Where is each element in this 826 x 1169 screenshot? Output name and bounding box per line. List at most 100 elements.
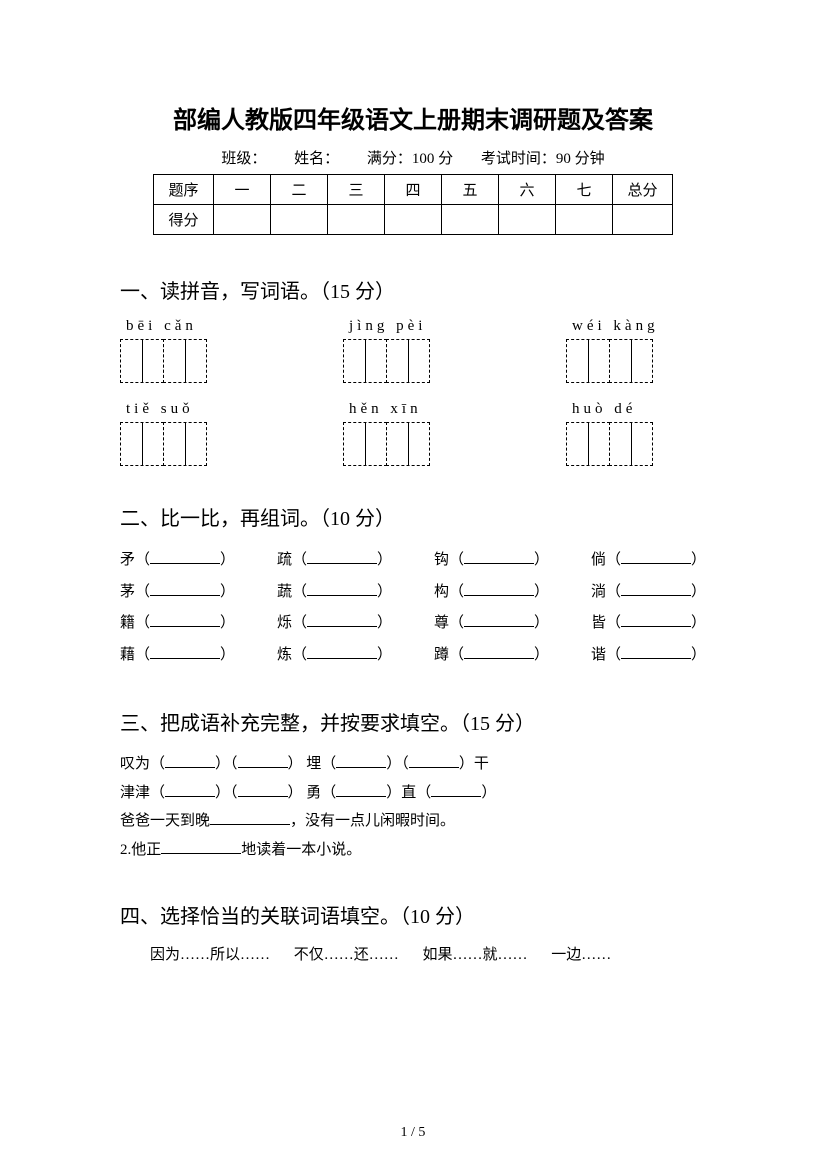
char: 尊 xyxy=(434,615,449,631)
pinyin-block: wéi kàng xyxy=(566,318,706,383)
pinyin-block: tiě suǒ xyxy=(120,401,260,466)
tianzi-box[interactable] xyxy=(343,339,387,383)
tianzi-box[interactable] xyxy=(163,339,207,383)
score-cell[interactable] xyxy=(328,205,385,235)
fill-blank[interactable] xyxy=(621,549,691,564)
char: 钩 xyxy=(434,552,449,568)
score-label: 得分 xyxy=(154,205,214,235)
compare-row: 矛（） 疏（） 钩（） 倘（） xyxy=(120,545,706,577)
col-2: 二 xyxy=(271,175,328,205)
pinyin-block: hěn xīn xyxy=(343,401,483,466)
fill-blank[interactable] xyxy=(307,644,377,659)
char: 蔬 xyxy=(277,584,292,600)
text: ，没有一点儿闲暇时间。 xyxy=(290,813,455,829)
pinyin-label: hěn xīn xyxy=(343,401,483,418)
fill-blank[interactable] xyxy=(165,753,215,768)
text: ） 埋（ xyxy=(288,756,337,772)
name-label: 姓名： xyxy=(294,151,339,167)
fill-blank[interactable] xyxy=(238,782,288,797)
score-cell[interactable] xyxy=(214,205,271,235)
fill-blank[interactable] xyxy=(336,753,386,768)
text: ）直（ xyxy=(386,785,431,801)
fullmark-label: 满分：100 分 xyxy=(367,151,453,167)
char: 倘 xyxy=(591,552,606,568)
fill-blank[interactable] xyxy=(307,581,377,596)
text: 津津（ xyxy=(120,785,165,801)
fill-blank[interactable] xyxy=(238,753,288,768)
fill-blank[interactable] xyxy=(150,549,220,564)
text: 2.他正 xyxy=(120,842,161,858)
pinyin-label: tiě suǒ xyxy=(120,401,260,418)
fill-blank[interactable] xyxy=(165,782,215,797)
section2-heading: 二、比一比，再组词。（10 分） xyxy=(120,502,706,531)
option: 因为……所以…… xyxy=(150,947,270,963)
text: ）（ xyxy=(215,756,238,772)
char: 矛 xyxy=(120,552,135,568)
fill-blank[interactable] xyxy=(210,810,290,825)
fill-blank[interactable] xyxy=(150,581,220,596)
idiom-line: 叹为（）（） 埋（）（）干 xyxy=(120,750,706,779)
fill-blank[interactable] xyxy=(431,782,481,797)
col-1: 一 xyxy=(214,175,271,205)
tianzi-box[interactable] xyxy=(163,422,207,466)
pinyin-block: jìng pèi xyxy=(343,318,483,383)
section4-heading: 四、选择恰当的关联词语填空。（10 分） xyxy=(120,900,706,929)
tianzi-box[interactable] xyxy=(609,422,653,466)
fill-blank[interactable] xyxy=(150,644,220,659)
tianzi-box[interactable] xyxy=(566,422,610,466)
fill-blank[interactable] xyxy=(621,581,691,596)
class-label: 班级： xyxy=(221,151,266,167)
score-cell[interactable] xyxy=(385,205,442,235)
char: 皆 xyxy=(591,615,606,631)
text: ）（ xyxy=(386,756,409,772)
char: 烁 xyxy=(277,615,292,631)
text: ）干 xyxy=(459,756,489,772)
pinyin-label: huò dé xyxy=(566,401,706,418)
pinyin-label: jìng pèi xyxy=(343,318,483,335)
fill-blank[interactable] xyxy=(161,839,241,854)
tianzi-box[interactable] xyxy=(120,339,164,383)
score-cell[interactable] xyxy=(271,205,328,235)
char: 藉 xyxy=(120,647,135,663)
score-cell[interactable] xyxy=(613,205,673,235)
score-cell[interactable] xyxy=(442,205,499,235)
text: ） xyxy=(481,785,496,801)
text: ）（ xyxy=(215,785,238,801)
fill-blank[interactable] xyxy=(464,612,534,627)
fill-blank[interactable] xyxy=(621,644,691,659)
score-cell[interactable] xyxy=(499,205,556,235)
tianzi-box[interactable] xyxy=(609,339,653,383)
fill-blank[interactable] xyxy=(336,782,386,797)
idiom-line: 爸爸一天到晚，没有一点儿闲暇时间。 xyxy=(120,807,706,836)
compare-row: 籍（） 烁（） 尊（） 皆（） xyxy=(120,608,706,640)
pinyin-label: bēi cǎn xyxy=(120,318,260,335)
tianzi-box[interactable] xyxy=(343,422,387,466)
tianzi-box[interactable] xyxy=(566,339,610,383)
char: 籍 xyxy=(120,615,135,631)
fill-blank[interactable] xyxy=(621,612,691,627)
fill-blank[interactable] xyxy=(409,753,459,768)
option: 如果……就…… xyxy=(423,947,528,963)
pinyin-row-1: bēi cǎn jìng pèi wéi kàng xyxy=(120,318,706,383)
fill-blank[interactable] xyxy=(464,581,534,596)
idiom-line: 2.他正地读着一本小说。 xyxy=(120,836,706,865)
tianzi-box[interactable] xyxy=(386,422,430,466)
fill-blank[interactable] xyxy=(464,644,534,659)
fill-blank[interactable] xyxy=(150,612,220,627)
fill-blank[interactable] xyxy=(307,612,377,627)
pinyin-block: bēi cǎn xyxy=(120,318,260,383)
pinyin-block: huò dé xyxy=(566,401,706,466)
fill-blank[interactable] xyxy=(464,549,534,564)
idiom-block: 叹为（）（） 埋（）（）干 津津（）（） 勇（）直（） 爸爸一天到晚，没有一点儿… xyxy=(120,750,706,864)
pinyin-label: wéi kàng xyxy=(566,318,706,335)
char: 茅 xyxy=(120,584,135,600)
option: 不仅……还…… xyxy=(294,947,399,963)
compare-block: 矛（） 疏（） 钩（） 倘（） 茅（） 蔬（） 构（） 淌（） 籍（） 烁（） … xyxy=(120,545,706,671)
section1-heading: 一、读拼音，写词语。（15 分） xyxy=(120,275,706,304)
tianzi-box[interactable] xyxy=(120,422,164,466)
table-row: 题序 一 二 三 四 五 六 七 总分 xyxy=(154,175,673,205)
col-4: 四 xyxy=(385,175,442,205)
tianzi-box[interactable] xyxy=(386,339,430,383)
score-cell[interactable] xyxy=(556,205,613,235)
fill-blank[interactable] xyxy=(307,549,377,564)
